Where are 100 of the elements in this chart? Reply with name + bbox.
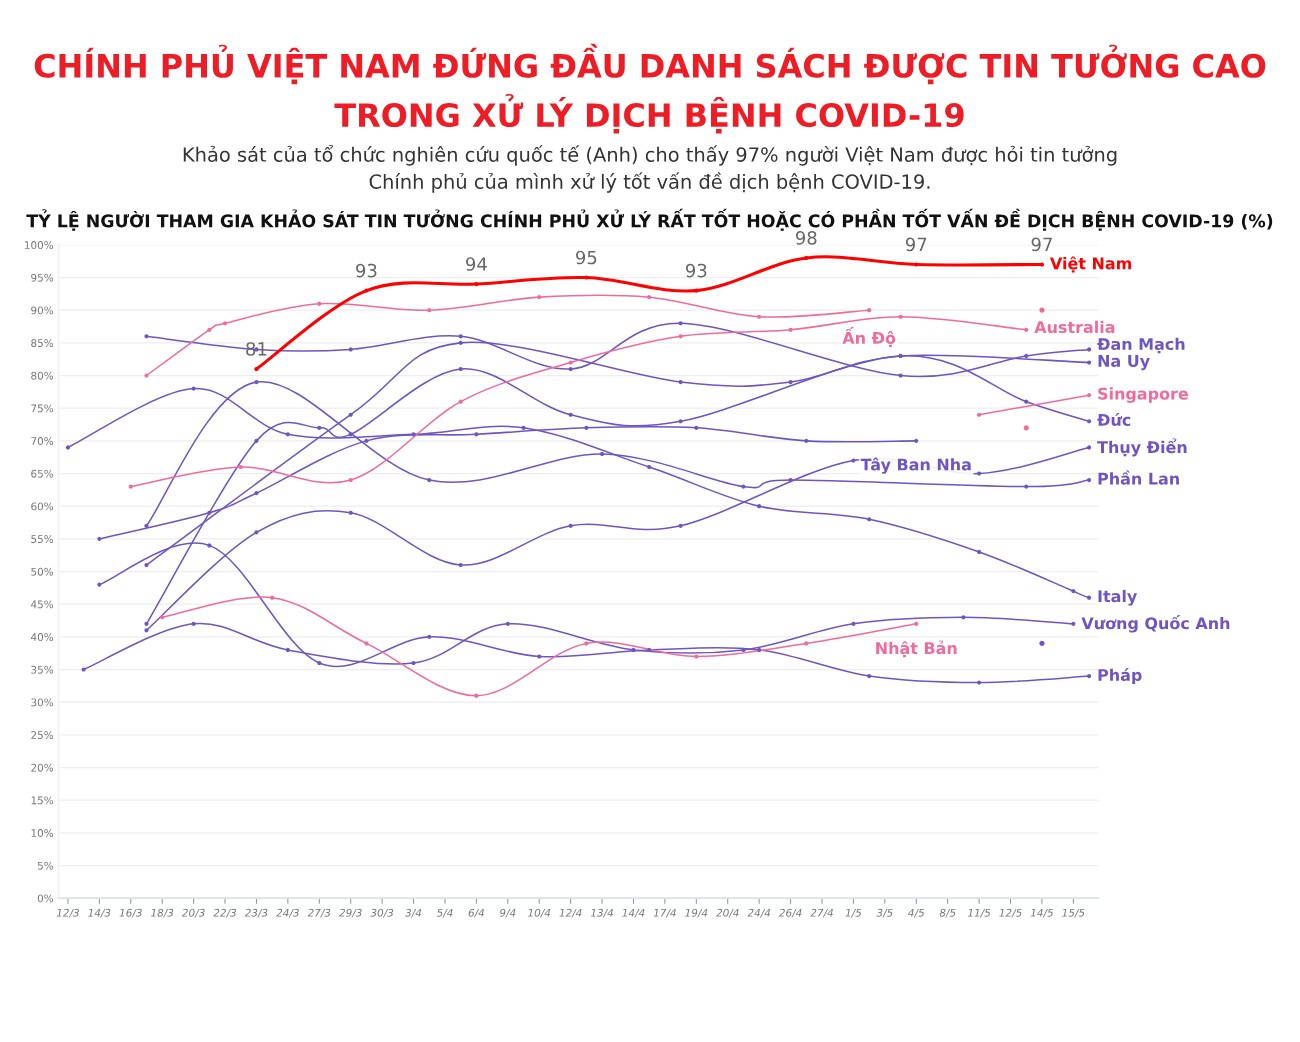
x-tick-label: 17/4 — [653, 908, 676, 918]
x-tick-label: 24/4 — [747, 908, 771, 918]
point — [1039, 640, 1045, 646]
point — [977, 471, 982, 476]
point — [458, 562, 463, 568]
point — [458, 334, 463, 339]
chart-subtitle: Khảo sát của tổ chức nghiên cứu quốc tế (Anh) cho thấy 97% người Việt Nam được hỏi tin tưởng Chính phủ của mình xử lý tốt vấn đề dịch bệnh COVID-19. — [183, 144, 1117, 193]
point — [1024, 353, 1029, 359]
x-tick-label: 9/4 — [499, 908, 516, 918]
point — [1024, 484, 1029, 489]
x-tick-label: 29/3 — [339, 908, 362, 918]
point — [1023, 425, 1029, 431]
point — [898, 373, 903, 378]
point — [458, 340, 463, 345]
point — [427, 477, 432, 483]
x-tick-label: 12/5 — [999, 908, 1022, 918]
x-tick-label: 14/4 — [622, 908, 645, 918]
y-tick-label: 80% — [31, 371, 54, 380]
y-tick-label: 40% — [31, 633, 54, 641]
point — [804, 438, 809, 443]
x-tick-label: 30/3 — [370, 908, 394, 918]
data-label: 95 — [576, 250, 597, 265]
chart-title: CHÍNH PHỦ VIỆT NAM ĐỨNG ĐẦU DANH SÁCH ĐƯỢC TIN TƯỞNG CAO TRONG XỬ LÝ DỊCH BỆNH COVID-19 — [34, 43, 1266, 134]
data-label: 97 — [905, 237, 927, 252]
point — [364, 438, 369, 443]
series-label: Nhật Bản — [876, 640, 957, 658]
point — [97, 536, 102, 541]
x-tick-label: 4/5 — [908, 908, 925, 918]
y-tick-label: 95% — [31, 273, 54, 282]
x-tick-label: 13/4 — [590, 908, 614, 918]
y-tick-label: 35% — [31, 665, 54, 674]
x-tick-label: 20/4 — [716, 908, 739, 918]
x-tick-label: 5/4 — [436, 908, 453, 918]
point — [788, 477, 793, 483]
x-tick-label: 19/4 — [685, 908, 708, 918]
series-label: Đan Mạch — [1097, 337, 1185, 354]
x-tick-label: 27/4 — [810, 908, 833, 918]
point — [1086, 347, 1092, 352]
point — [867, 308, 872, 313]
point — [757, 647, 762, 653]
series-label: Australia — [1034, 320, 1115, 334]
point — [348, 477, 353, 483]
y-tick-label: 85% — [31, 339, 54, 347]
series-label: Phần Lan — [1098, 470, 1179, 485]
point — [977, 412, 982, 417]
x-tick-label: 3/5 — [876, 908, 893, 918]
point — [160, 615, 165, 620]
point — [474, 693, 479, 698]
point — [458, 399, 463, 404]
point — [207, 510, 212, 515]
series-label: Việt Nam — [1050, 256, 1132, 273]
point — [867, 673, 872, 679]
point — [788, 379, 793, 385]
y-tick-label: 20% — [31, 763, 54, 772]
point — [1024, 327, 1029, 332]
point — [914, 621, 919, 626]
point — [521, 425, 526, 430]
point — [757, 314, 762, 319]
series-label: Pháp — [1098, 668, 1142, 685]
point — [317, 301, 322, 306]
point — [851, 621, 856, 626]
x-tick-label: 14/5 — [1030, 908, 1054, 918]
x-tick-label: 16/3 — [119, 908, 142, 918]
x-tick-label: 18/3 — [151, 908, 174, 918]
point — [568, 523, 573, 528]
x-tick-label: 12/4 — [559, 908, 582, 918]
point — [537, 654, 542, 659]
x-tick-label: 3/4 — [405, 908, 422, 918]
point — [254, 491, 259, 496]
point — [191, 621, 196, 626]
text: TỶ LỆ NGƯỜI THAM GIA KHẢO SÁT TIN TƯỞNG CHÍNH PHỦ XỬ LÝ RẤT TỐT HOẶC CÓ PHẦN TỐT VẤN ĐỀ DỊCH BỆNH COVID-19 (%) — [26, 208, 1273, 231]
series-label: Vương Quốc Anh — [1081, 615, 1230, 633]
point — [1086, 360, 1092, 365]
y-tick-label: 50% — [31, 567, 54, 576]
point — [568, 366, 573, 372]
data-label: 98 — [795, 231, 817, 245]
point — [411, 660, 416, 666]
x-tick-label: 23/3 — [244, 908, 268, 918]
x-tick-label: 11/5 — [967, 908, 991, 918]
point — [1086, 445, 1092, 450]
point — [1039, 307, 1045, 313]
point — [804, 641, 809, 646]
point — [599, 451, 605, 457]
point — [788, 327, 793, 332]
x-tick-label: 24/3 — [276, 908, 299, 918]
point — [914, 438, 919, 443]
point — [474, 432, 479, 437]
x-tick-label: 27/3 — [307, 908, 331, 918]
point — [285, 647, 290, 653]
series-label: Đức — [1097, 412, 1131, 426]
point — [144, 562, 149, 568]
x-tick-label: 15/5 — [1062, 908, 1085, 918]
point — [474, 281, 479, 287]
point — [678, 419, 683, 424]
point — [1086, 673, 1092, 679]
x-tick-label: 10/4 — [528, 908, 551, 918]
point — [254, 438, 259, 443]
x-tick-label: 14/3 — [88, 908, 111, 918]
point — [317, 425, 322, 430]
y-tick-label: 75% — [31, 404, 54, 413]
